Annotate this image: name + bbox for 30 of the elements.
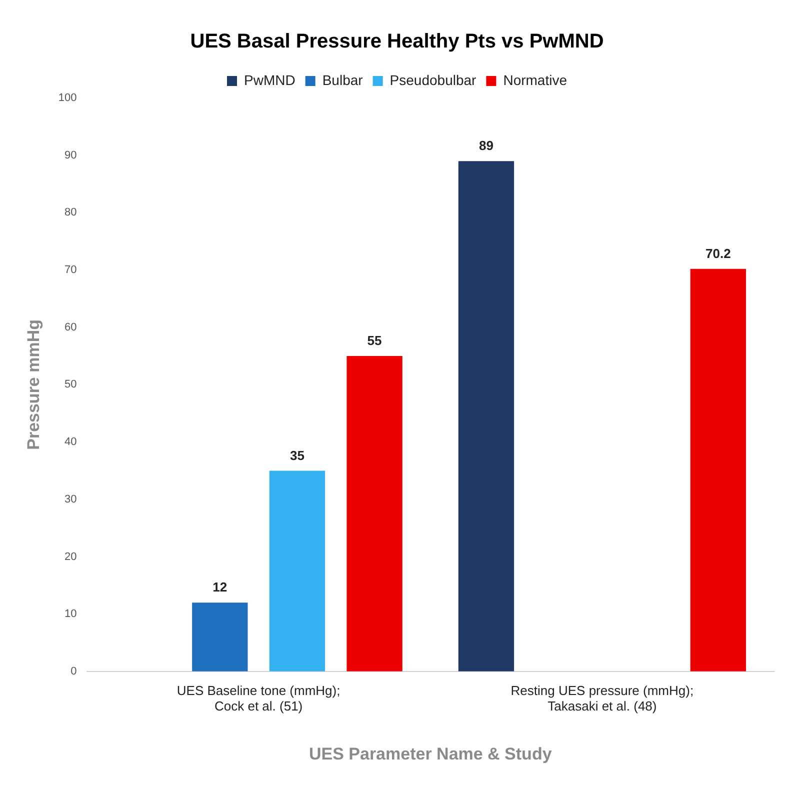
bar: [690, 268, 746, 672]
y-tick-label: 40: [64, 436, 77, 448]
x-axis-title: UES Parameter Name & Study: [308, 744, 552, 764]
x-tick-label: Resting UES pressure (mmHg); Takasaki et al. (48): [510, 682, 694, 714]
y-tick-label: 80: [64, 206, 77, 219]
y-tick-label: 70: [64, 264, 77, 276]
y-tick-label: 0: [70, 665, 77, 678]
x-tick-label: UES Baseline tone (mmHg); Cock et al. (51): [176, 682, 340, 714]
legend-label: Pseudobulbar: [390, 72, 477, 88]
legend-label: Bulbar: [322, 72, 364, 88]
y-tick-label: 10: [64, 608, 77, 620]
data-label: 55: [367, 333, 382, 348]
y-axis-title: Pressure mmHg: [24, 320, 43, 450]
bar: [458, 161, 514, 672]
legend-label: Normative: [503, 72, 568, 88]
data-label: 35: [290, 448, 304, 463]
bar: [192, 602, 248, 672]
data-label: 89: [478, 138, 494, 154]
bar: [269, 470, 326, 672]
data-label: 70.2: [706, 246, 731, 261]
y-tick-label: 30: [64, 493, 77, 506]
chart-title: UES Basal Pressure Healthy Pts vs PwMND: [190, 30, 604, 53]
data-label: 12: [212, 580, 228, 595]
bar: [346, 356, 402, 672]
legend-label: PwMND: [244, 72, 296, 88]
y-tick-label: 60: [64, 321, 77, 334]
y-tick-label: 100: [58, 92, 77, 104]
y-tick-label: 50: [64, 378, 77, 391]
y-tick-label: 20: [64, 550, 77, 563]
y-tick-label: 90: [64, 149, 77, 162]
